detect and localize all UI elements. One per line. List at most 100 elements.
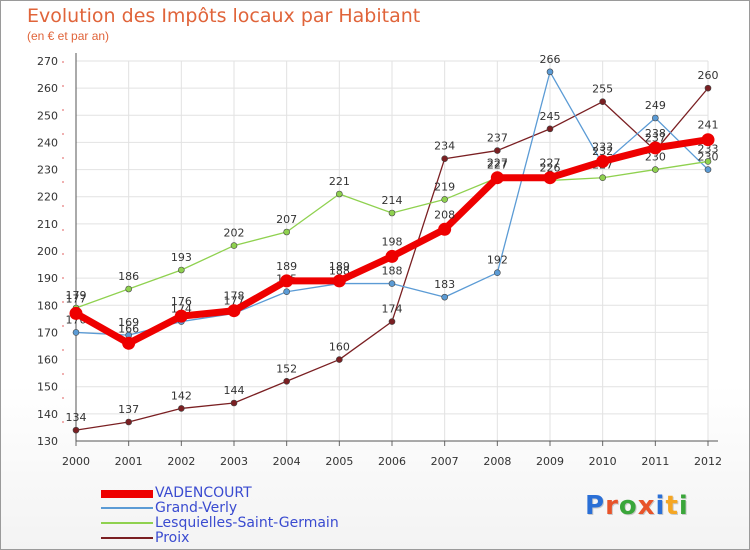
data-point xyxy=(178,266,185,274)
series-vadencourt: 177 166 176 178 189 189 198 208 227 227 233 238 241 xyxy=(66,119,719,350)
data-label: 202 xyxy=(224,227,245,240)
data-point xyxy=(122,336,136,350)
data-point xyxy=(125,285,132,293)
data-label: 221 xyxy=(329,175,350,188)
data-point xyxy=(438,222,452,236)
x-tick-label: 2004 xyxy=(273,455,301,468)
data-point xyxy=(230,399,238,407)
data-label: 219 xyxy=(434,180,455,193)
x-tick-label: 2008 xyxy=(483,455,511,468)
data-point xyxy=(388,280,396,287)
y-tick-label: 250 xyxy=(37,109,58,122)
legend-label: Lesquielles-Saint-Germain xyxy=(155,515,339,531)
data-label: 193 xyxy=(171,251,192,264)
data-label: 260 xyxy=(698,69,719,82)
y-tick-label: 180 xyxy=(37,299,58,312)
data-label: 189 xyxy=(329,260,350,273)
data-label: 226 xyxy=(540,161,561,174)
data-label: 169 xyxy=(118,316,139,329)
data-label: 237 xyxy=(645,132,666,145)
data-label: 232 xyxy=(592,145,613,158)
data-label: 137 xyxy=(118,403,139,416)
data-label: 266 xyxy=(540,53,561,66)
data-point xyxy=(704,166,712,173)
data-point xyxy=(441,293,448,301)
data-label: 233 xyxy=(592,140,613,153)
data-label: 174 xyxy=(382,303,403,316)
data-label: 152 xyxy=(276,362,297,375)
data-point xyxy=(599,98,606,106)
data-label: 249 xyxy=(645,99,666,112)
data-label: 186 xyxy=(118,270,139,283)
data-label: 142 xyxy=(171,389,192,402)
data-label: 134 xyxy=(66,411,87,424)
data-label: 189 xyxy=(276,260,297,273)
data-label: 179 xyxy=(66,289,87,302)
y-tick-label: 260 xyxy=(37,82,58,95)
data-label: 233 xyxy=(698,142,719,155)
data-point xyxy=(227,304,241,318)
x-tick-label: 2010 xyxy=(589,455,617,468)
data-point xyxy=(336,356,343,363)
y-tick-label: 220 xyxy=(37,191,58,204)
x-tick-label: 2003 xyxy=(220,455,248,468)
data-point xyxy=(283,377,290,385)
legend-swatch-vadencourt xyxy=(101,490,153,498)
legend-label: VADENCOURT xyxy=(155,485,252,501)
data-point xyxy=(125,418,132,426)
data-point xyxy=(388,209,396,217)
data-label: 178 xyxy=(224,290,245,303)
data-point xyxy=(494,147,501,154)
data-label: 237 xyxy=(487,132,508,145)
data-point xyxy=(230,242,238,249)
data-label: 183 xyxy=(434,278,455,291)
y-tick-label: 240 xyxy=(37,136,58,149)
data-label: 198 xyxy=(382,235,403,248)
y-tick-label: 140 xyxy=(37,408,58,421)
data-point xyxy=(441,155,448,163)
data-point xyxy=(599,174,606,182)
data-label: 166 xyxy=(118,322,139,335)
data-label: 227 xyxy=(540,157,561,170)
y-tick-label: 230 xyxy=(37,164,58,177)
y-tick-label: 160 xyxy=(37,354,58,367)
data-point xyxy=(652,166,659,173)
data-label: 227 xyxy=(487,159,508,172)
legend-swatch-grand-verly xyxy=(101,507,153,509)
data-label: 144 xyxy=(224,384,245,397)
data-point xyxy=(336,190,343,198)
chart-title: Evolution des Impôts locaux par Habitant xyxy=(27,5,421,27)
data-label: 160 xyxy=(329,341,350,354)
data-point xyxy=(174,309,188,323)
data-point xyxy=(490,171,504,185)
data-label: 245 xyxy=(540,110,561,123)
legend-label: Proix xyxy=(155,530,190,546)
data-label: 176 xyxy=(171,295,192,308)
data-label: 207 xyxy=(276,213,297,226)
data-label: 230 xyxy=(645,151,666,164)
data-point xyxy=(72,426,80,434)
line-chart: 130 140 150 160 170 180 190 200 210 220 230 240 250 2… xyxy=(37,53,722,468)
legend-swatch-proix xyxy=(101,537,153,539)
data-label: 214 xyxy=(382,194,403,207)
y-tick-label: 130 xyxy=(37,435,58,448)
series-lesquielles-saint-germain: 179186193202207221214219227226227230233 xyxy=(66,142,719,312)
data-point xyxy=(652,114,659,122)
data-point xyxy=(543,171,557,185)
y-tick-label: 200 xyxy=(37,245,58,258)
data-point xyxy=(704,84,712,92)
x-tick-label: 2011 xyxy=(641,455,669,468)
x-tick-label: 2007 xyxy=(431,455,459,468)
data-label: 230 xyxy=(698,151,719,164)
y-tick-label: 210 xyxy=(37,218,58,231)
brand-logo: Proxiti xyxy=(585,491,689,521)
data-point xyxy=(494,269,501,277)
y-tick-label: 170 xyxy=(37,326,58,339)
y-tick-label: 150 xyxy=(37,381,58,394)
data-point xyxy=(283,288,290,296)
data-point xyxy=(280,274,294,288)
legend-swatch-lesquielles xyxy=(101,522,153,524)
data-point xyxy=(72,329,80,336)
data-label: 188 xyxy=(382,265,403,278)
